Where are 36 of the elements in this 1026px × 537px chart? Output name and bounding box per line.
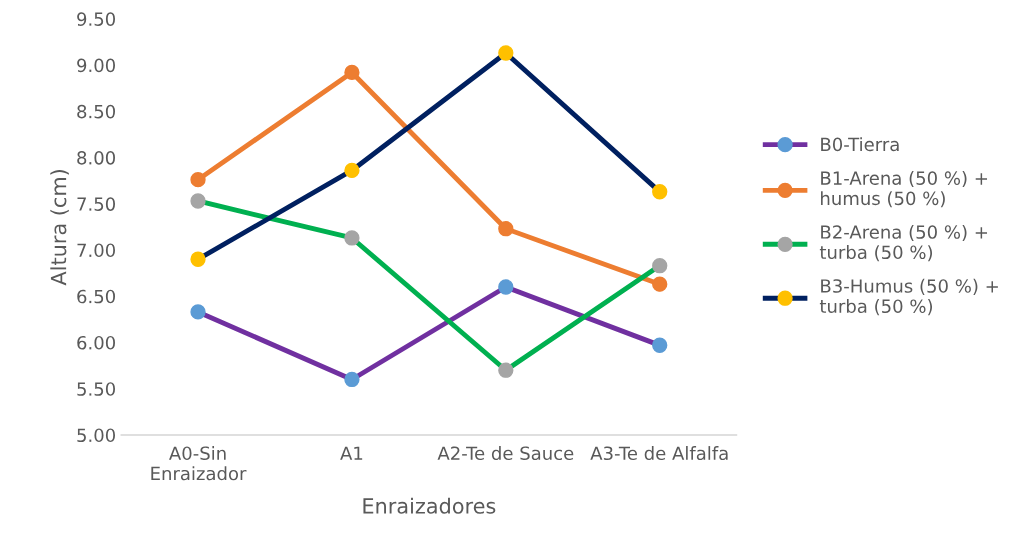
point [344, 371, 360, 388]
y-axis-title: Altura (cm) [50, 169, 69, 286]
legend-label: B3-Humus (50 %) + turba (50 %) [819, 278, 998, 316]
point [344, 162, 360, 179]
point [190, 251, 206, 267]
point [190, 193, 206, 209]
y-tick-label: 9.00 [77, 58, 116, 73]
point [652, 276, 668, 292]
point [498, 45, 514, 61]
point [652, 337, 668, 353]
y-tick-label: 9.50 [77, 12, 116, 26]
legend-label: B2-Arena (50 %) + turba (50 %) [819, 224, 988, 262]
x-tick-label: A1 [340, 446, 363, 460]
x-axis-title: Enraizadores [363, 497, 496, 514]
point [498, 279, 514, 295]
legend-label: B0-Tierra [821, 137, 899, 152]
point [652, 184, 668, 200]
x-tick-label: A3-Te de Alfalfa [590, 446, 728, 461]
x-tick-label: A2-Te de Sauce [437, 446, 574, 461]
point [344, 230, 360, 246]
y-tick-label: 7.00 [77, 243, 116, 258]
point [498, 221, 514, 237]
point [498, 362, 514, 378]
x-tick-label: A0-Sin Enraizador [151, 446, 247, 481]
y-tick-label: 8.00 [77, 150, 116, 165]
y-tick-label: 6.50 [77, 289, 116, 304]
point [344, 64, 360, 81]
y-tick-label: 7.50 [77, 197, 116, 211]
point [190, 304, 206, 320]
y-tick-label: 5.00 [77, 428, 116, 443]
y-tick-label: 6.00 [77, 335, 116, 350]
y-tick-label: 8.50 [77, 104, 116, 119]
y-tick-label: 5.50 [77, 382, 116, 396]
point [190, 172, 206, 188]
legend-label: B1-Arena (50 %) + humus (50 %) [821, 170, 988, 208]
point [652, 258, 668, 274]
